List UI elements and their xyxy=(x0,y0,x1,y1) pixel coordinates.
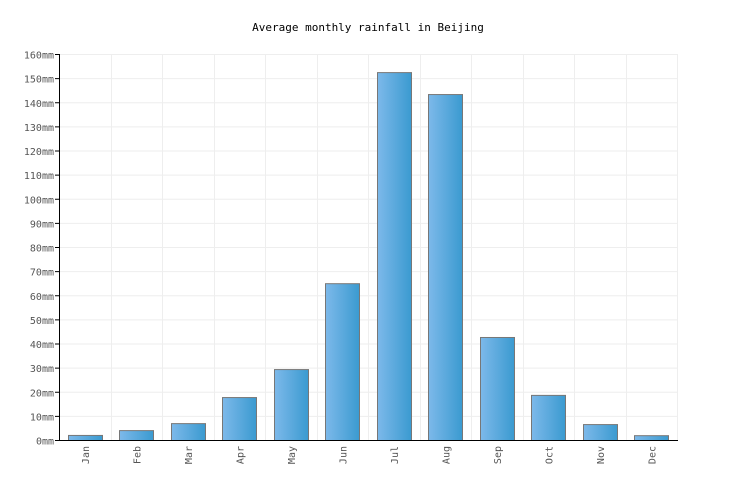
y-tick-label: 70mm xyxy=(30,268,54,279)
y-tick-label: 60mm xyxy=(30,292,54,303)
bar-jul xyxy=(377,72,412,441)
bar-feb xyxy=(119,430,154,442)
x-tick-label: Jan xyxy=(81,446,92,464)
bar-may xyxy=(274,369,309,442)
bar-oct xyxy=(531,394,566,442)
bar-jan xyxy=(68,434,103,441)
chart-title: Average monthly rainfall in Beijing xyxy=(252,21,484,34)
axes: 0mm 10mm 20mm 30mm 40mm 50mm 60mm 70mm 80mm 90mm 1… xyxy=(24,51,678,464)
bars xyxy=(68,72,669,442)
y-tick-label: 50mm xyxy=(30,316,54,327)
x-tick-label: Dec xyxy=(647,446,658,464)
x-tick-label: Mar xyxy=(184,446,195,464)
y-tick-label: 90mm xyxy=(30,219,54,230)
bar-sep xyxy=(480,336,515,441)
y-tick-label: 100mm xyxy=(24,195,54,206)
y-tick-label: 150mm xyxy=(24,75,54,86)
x-tick-label: Apr xyxy=(235,446,246,464)
y-tick-label: 110mm xyxy=(24,171,54,182)
bar-mar xyxy=(171,423,206,441)
grid xyxy=(59,54,678,440)
bar-aug xyxy=(428,94,463,442)
x-tick-label: May xyxy=(287,446,298,464)
x-tick-label: Jul xyxy=(390,446,401,464)
x-tick-label: Nov xyxy=(596,446,607,464)
y-tick-label: 20mm xyxy=(30,388,54,399)
x-tick-label: Oct xyxy=(544,446,555,464)
y-tick-label: 0mm xyxy=(36,437,54,448)
x-tick-label: Jun xyxy=(338,446,349,464)
x-tick-label: Feb xyxy=(132,446,143,464)
bar-apr xyxy=(222,397,257,441)
y-tick-label: 120mm xyxy=(24,147,54,158)
y-tick-label: 80mm xyxy=(30,244,54,255)
bar-jun xyxy=(325,283,360,441)
bar-nov xyxy=(583,424,618,442)
y-tick-label: 10mm xyxy=(30,412,54,423)
y-tick-label: 40mm xyxy=(30,340,54,351)
x-tick-label: Aug xyxy=(441,446,452,464)
y-tick-label: 30mm xyxy=(30,364,54,375)
x-tick-label: Sep xyxy=(493,446,504,464)
y-tick-label: 160mm xyxy=(24,51,54,62)
y-tick-label: 130mm xyxy=(24,123,54,134)
bar-dec xyxy=(634,435,669,441)
y-tick-label: 140mm xyxy=(24,99,54,110)
